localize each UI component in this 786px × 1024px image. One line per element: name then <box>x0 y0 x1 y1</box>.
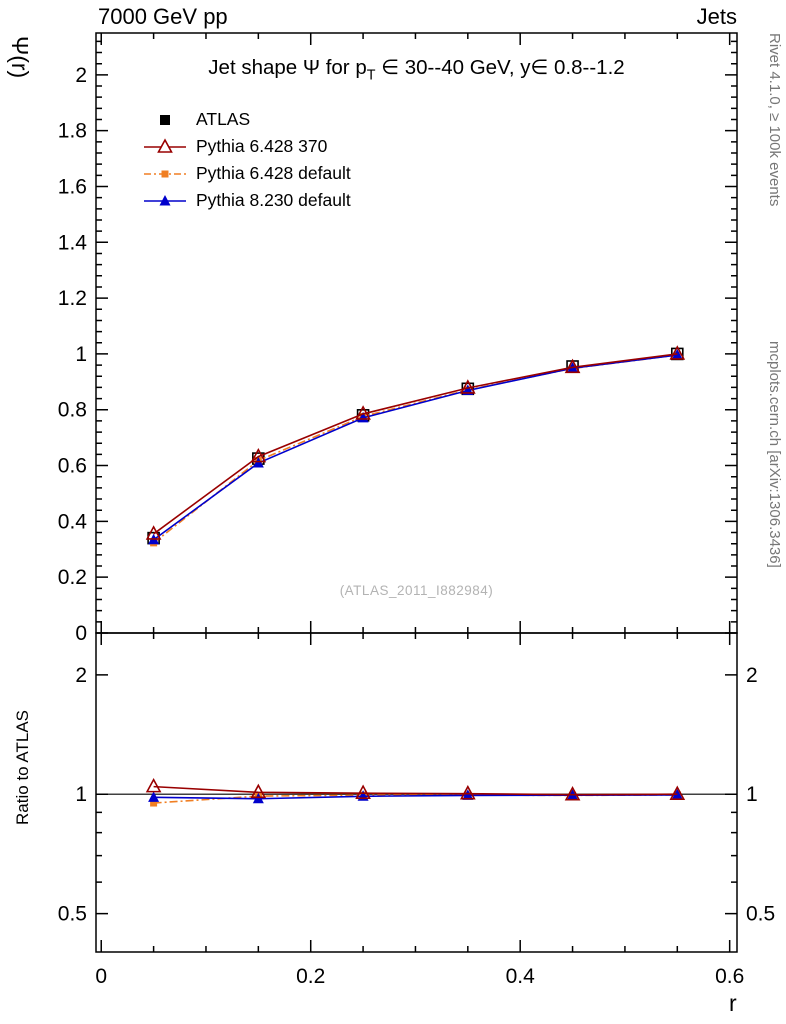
series-pythia-6-428-370-ratio <box>145 777 686 801</box>
svg-text:0.8: 0.8 <box>58 399 87 422</box>
analysis-label: Jets <box>696 4 737 29</box>
legend-label: ATLAS <box>196 109 251 129</box>
legend-marker-icon <box>144 194 186 205</box>
svg-text:0.2: 0.2 <box>296 965 325 988</box>
svg-text:1.4: 1.4 <box>58 231 88 254</box>
series-pythia-6-428-default-main <box>150 351 681 547</box>
main-y-axis-label: Ψ(r) <box>7 36 33 79</box>
svg-text:0.4: 0.4 <box>58 510 88 533</box>
beam-label: 7000 GeV pp <box>98 4 228 29</box>
svg-text:0: 0 <box>75 622 87 645</box>
svg-text:0.5: 0.5 <box>58 903 87 926</box>
ratio-y-axis-label: Ratio to ATLAS <box>13 710 32 825</box>
svg-text:0.4: 0.4 <box>506 965 536 988</box>
plot-title-sub: T <box>366 67 376 84</box>
legend-item-atlas: ATLAS <box>142 106 351 133</box>
svg-text:1.8: 1.8 <box>58 120 87 143</box>
series-pythia-6-428-370-main <box>145 345 686 540</box>
svg-text:0.5: 0.5 <box>746 903 775 926</box>
svg-text:2: 2 <box>75 64 87 87</box>
legend-marker-icon <box>144 137 186 153</box>
svg-text:1: 1 <box>75 343 87 366</box>
legend-item-pythia-8-230-default: Pythia 8.230 default <box>142 187 351 214</box>
plot-title: Jet shape Ψ for pT ∈ 30--40 GeV, y∈ 0.8-… <box>96 55 737 83</box>
ratio-panel-frame <box>95 632 738 953</box>
x-axis-label: r <box>729 990 737 1016</box>
svg-text:0: 0 <box>95 965 107 988</box>
svg-text:1: 1 <box>746 783 758 806</box>
legend-label: Pythia 6.428 default <box>196 163 351 183</box>
axis-ticks <box>96 33 737 952</box>
legend-label: Pythia 6.428 370 <box>196 136 328 156</box>
analysis-id-watermark: (ATLAS_2011_I882984) <box>339 583 494 598</box>
plot-title-pre: Jet shape Ψ for p <box>208 56 367 79</box>
plot-title-post: ∈ 30--40 GeV, y∈ 0.8--1.2 <box>375 56 625 79</box>
legend-item-pythia-6-428-370: Pythia 6.428 370 <box>142 133 351 160</box>
rivet-version-note: Rivet 4.1.0, ≥ 100k events <box>766 33 783 207</box>
legend: ATLAS Pythia 6.428 370 Pythia 6.428 defaul… <box>142 106 351 214</box>
svg-text:0.2: 0.2 <box>58 566 87 589</box>
series-pythia-8-230-default-main <box>148 349 683 545</box>
svg-text:2: 2 <box>746 664 758 687</box>
series-atlas-main <box>147 347 684 545</box>
svg-text:2: 2 <box>75 664 87 687</box>
series-layer <box>145 345 686 807</box>
tick-labels: 0 0.2 0.4 0.6 0.8 1 1.2 1.4 1.6 1.8 2 0.5 0.5 1 1 2 2 0 0.… <box>58 64 775 988</box>
legend-marker-icon <box>160 114 170 125</box>
svg-text:0.6: 0.6 <box>715 965 744 988</box>
svg-text:1: 1 <box>75 783 87 806</box>
legend-item-pythia-6-428-default: Pythia 6.428 default <box>142 160 351 187</box>
mcplots-arxiv-note: mcplots.cern.ch [arXiv:1306.3436] <box>766 341 783 568</box>
legend-label: Pythia 8.230 default <box>196 190 351 210</box>
svg-text:1.2: 1.2 <box>58 287 87 310</box>
svg-text:0.6: 0.6 <box>58 455 87 478</box>
legend-marker-icon <box>144 170 186 177</box>
svg-text:1.6: 1.6 <box>58 175 87 198</box>
